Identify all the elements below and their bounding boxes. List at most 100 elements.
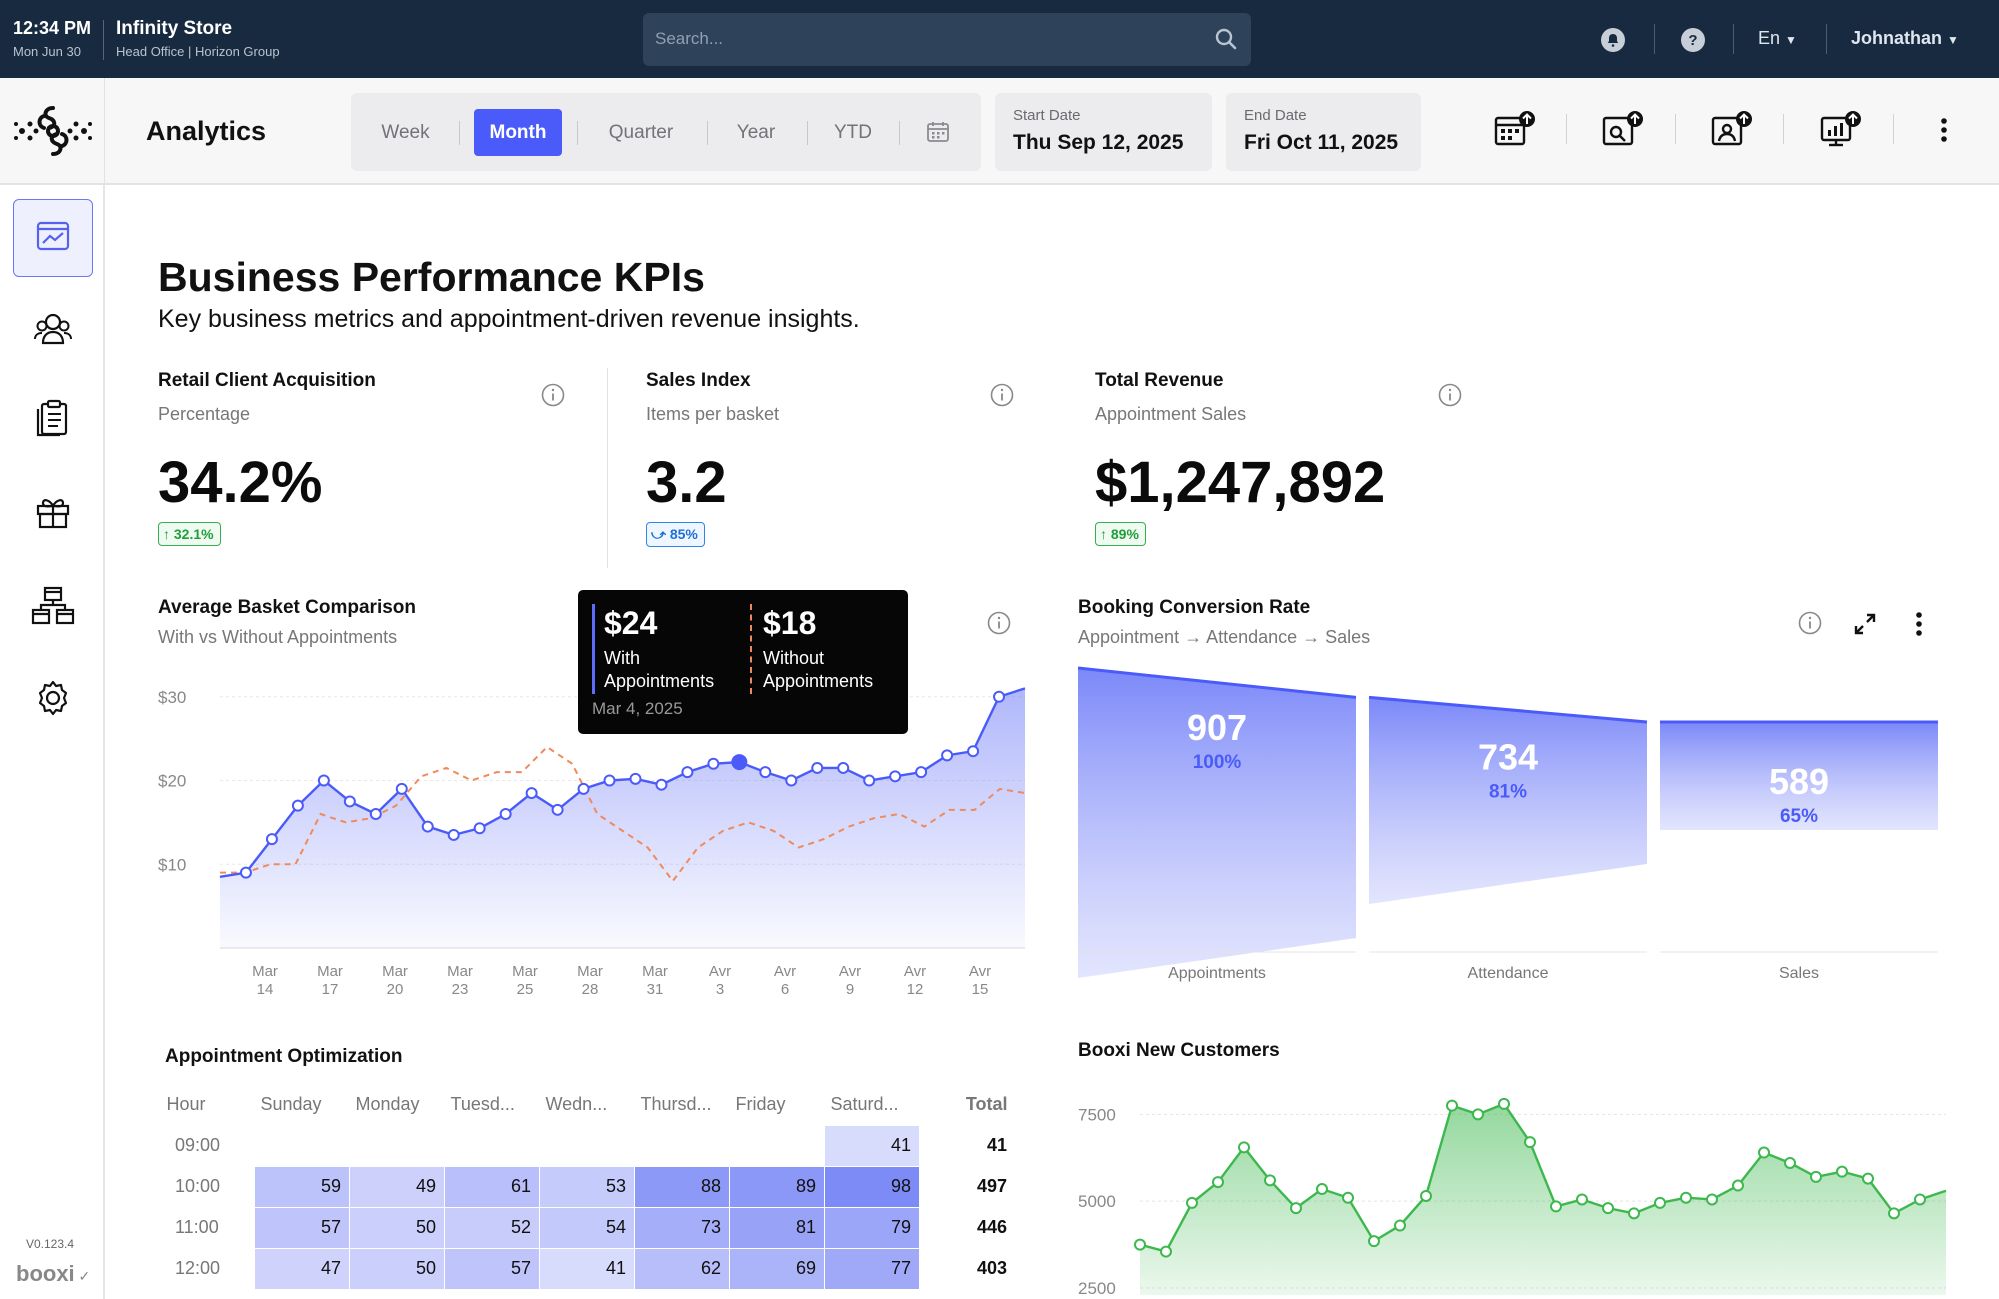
calendar-icon[interactable] [926, 121, 950, 148]
heatmap-cell[interactable]: 57 [444, 1247, 540, 1290]
sidebar-item-gifts[interactable] [13, 475, 93, 553]
search-box[interactable] [643, 13, 1251, 66]
series-area [1140, 1103, 1946, 1295]
divider [1675, 114, 1676, 144]
start-date-field[interactable]: Start Date Thu Sep 12, 2025 [995, 93, 1212, 171]
new-customers-area-chart[interactable]: 2500 5000 7500 [1070, 1090, 1960, 1299]
column-header[interactable]: Wedn... [545, 1094, 608, 1115]
heatmap-cell[interactable]: 41 [539, 1247, 635, 1290]
heatmap-cell[interactable] [349, 1124, 445, 1167]
heatmap-cell[interactable]: 47 [254, 1247, 350, 1290]
heatmap-cell[interactable]: 88 [634, 1165, 730, 1208]
export-chart-icon[interactable] [1820, 110, 1864, 153]
sidebar-item-stores[interactable] [13, 569, 93, 647]
export-customers-icon[interactable] [1711, 110, 1755, 153]
data-point [1420, 1189, 1432, 1202]
column-header[interactable]: Monday [355, 1094, 420, 1115]
period-year[interactable]: Year [736, 122, 776, 143]
app-version: V0.123.4 [26, 1237, 75, 1251]
info-icon[interactable] [1438, 383, 1462, 412]
sidebar-item-analytics[interactable] [13, 199, 93, 277]
sidebar-item-settings[interactable] [13, 661, 93, 739]
end-date-field[interactable]: End Date Fri Oct 11, 2025 [1226, 93, 1421, 171]
clock-time: 12:34 PM [13, 18, 92, 38]
sidebar-item-customers[interactable] [13, 291, 93, 369]
heatmap-cell[interactable] [729, 1124, 825, 1167]
period-month[interactable]: Month [474, 109, 562, 156]
info-icon[interactable] [987, 611, 1011, 640]
heatmap-cell[interactable]: 52 [444, 1206, 540, 1249]
store-network-icon [31, 586, 75, 631]
heatmap-cell[interactable]: 50 [349, 1247, 445, 1290]
search-input[interactable] [655, 25, 1185, 53]
export-calendar-icon[interactable] [1494, 110, 1538, 153]
info-icon[interactable] [1798, 611, 1822, 640]
basket-line-chart[interactable]: $10$20$30Mar14Mar17Mar20Mar23Mar25Mar28M… [150, 670, 1030, 1010]
heatmap-cell[interactable]: 73 [634, 1206, 730, 1249]
heatmap-cell[interactable] [254, 1124, 350, 1167]
row-total-cell: 497 [919, 1165, 1016, 1208]
data-point [707, 757, 720, 770]
period-week[interactable]: Week [381, 122, 430, 143]
store-name[interactable]: Infinity Store [116, 18, 233, 39]
user-menu[interactable]: Johnathan ▼ [1851, 28, 1959, 49]
hour-cell: 11:00 [160, 1206, 255, 1249]
column-header[interactable]: Tuesd... [450, 1094, 515, 1115]
y-tick-label: $30 [158, 688, 186, 707]
table-row: 11:00 57 50 52 54 73 81 79 446 [160, 1206, 1016, 1249]
divider [707, 121, 708, 145]
notification-icon[interactable] [1601, 28, 1625, 57]
page-subtitle: Key business metrics and appointment-dri… [158, 305, 860, 333]
heatmap-cell[interactable] [634, 1124, 730, 1167]
language-label: En [1758, 28, 1781, 48]
heatmap-cell[interactable] [444, 1124, 540, 1167]
heatmap-cell[interactable]: 59 [254, 1165, 350, 1208]
heatmap-cell[interactable]: 77 [824, 1247, 920, 1290]
help-icon[interactable]: ? [1681, 28, 1705, 57]
column-header[interactable]: Hour [166, 1094, 206, 1115]
heatmap-cell[interactable]: 98 [824, 1165, 920, 1208]
data-point [395, 782, 408, 795]
funnel-percent: 65% [1780, 806, 1818, 827]
column-header[interactable]: Friday [735, 1094, 786, 1115]
heatmap-cell[interactable]: 61 [444, 1165, 540, 1208]
heatmap-cell[interactable]: 49 [349, 1165, 445, 1208]
heatmap-cell[interactable] [539, 1124, 635, 1167]
heatmap-cell[interactable]: 53 [539, 1165, 635, 1208]
period-ytd[interactable]: YTD [834, 122, 872, 143]
data-point [915, 766, 928, 779]
sidebar-item-reports[interactable] [13, 381, 93, 459]
data-point [1134, 1238, 1146, 1251]
data-point [1264, 1174, 1276, 1187]
heatmap-cell[interactable]: 62 [634, 1247, 730, 1290]
more-options-icon[interactable] [1915, 612, 1923, 641]
divider [607, 368, 608, 568]
export-report-icon[interactable] [1602, 110, 1646, 153]
heatmap-cell[interactable]: 41 [824, 1124, 920, 1167]
heatmap-cell[interactable]: 57 [254, 1206, 350, 1249]
language-selector[interactable]: En ▼ [1758, 28, 1797, 49]
data-point [551, 803, 564, 816]
conversion-funnel-chart[interactable]: 907 100% Appointments 734 81% Attendance 589 65… [1070, 660, 1950, 990]
divider [1566, 114, 1567, 144]
funnel-category-label: Attendance [1468, 965, 1549, 982]
heatmap-cell[interactable]: 54 [539, 1206, 635, 1249]
heatmap-cell[interactable]: 89 [729, 1165, 825, 1208]
info-icon[interactable] [541, 383, 565, 412]
column-header[interactable]: Saturd... [830, 1094, 899, 1115]
checkmark-icon: ✓ [74, 1268, 91, 1284]
column-header[interactable]: Total [965, 1094, 1008, 1115]
data-point [629, 772, 642, 785]
expand-icon[interactable] [1853, 612, 1877, 641]
heatmap-cell[interactable]: 50 [349, 1206, 445, 1249]
data-point [499, 808, 512, 820]
more-options-icon[interactable] [1940, 118, 1948, 147]
search-icon[interactable] [1215, 28, 1237, 55]
heatmap-cell[interactable]: 79 [824, 1206, 920, 1249]
heatmap-cell[interactable]: 81 [729, 1206, 825, 1249]
info-icon[interactable] [990, 383, 1014, 412]
column-header[interactable]: Thursd... [640, 1094, 712, 1115]
period-quarter[interactable]: Quarter [608, 122, 674, 143]
heatmap-cell[interactable]: 69 [729, 1247, 825, 1290]
column-header[interactable]: Sunday [260, 1094, 322, 1115]
